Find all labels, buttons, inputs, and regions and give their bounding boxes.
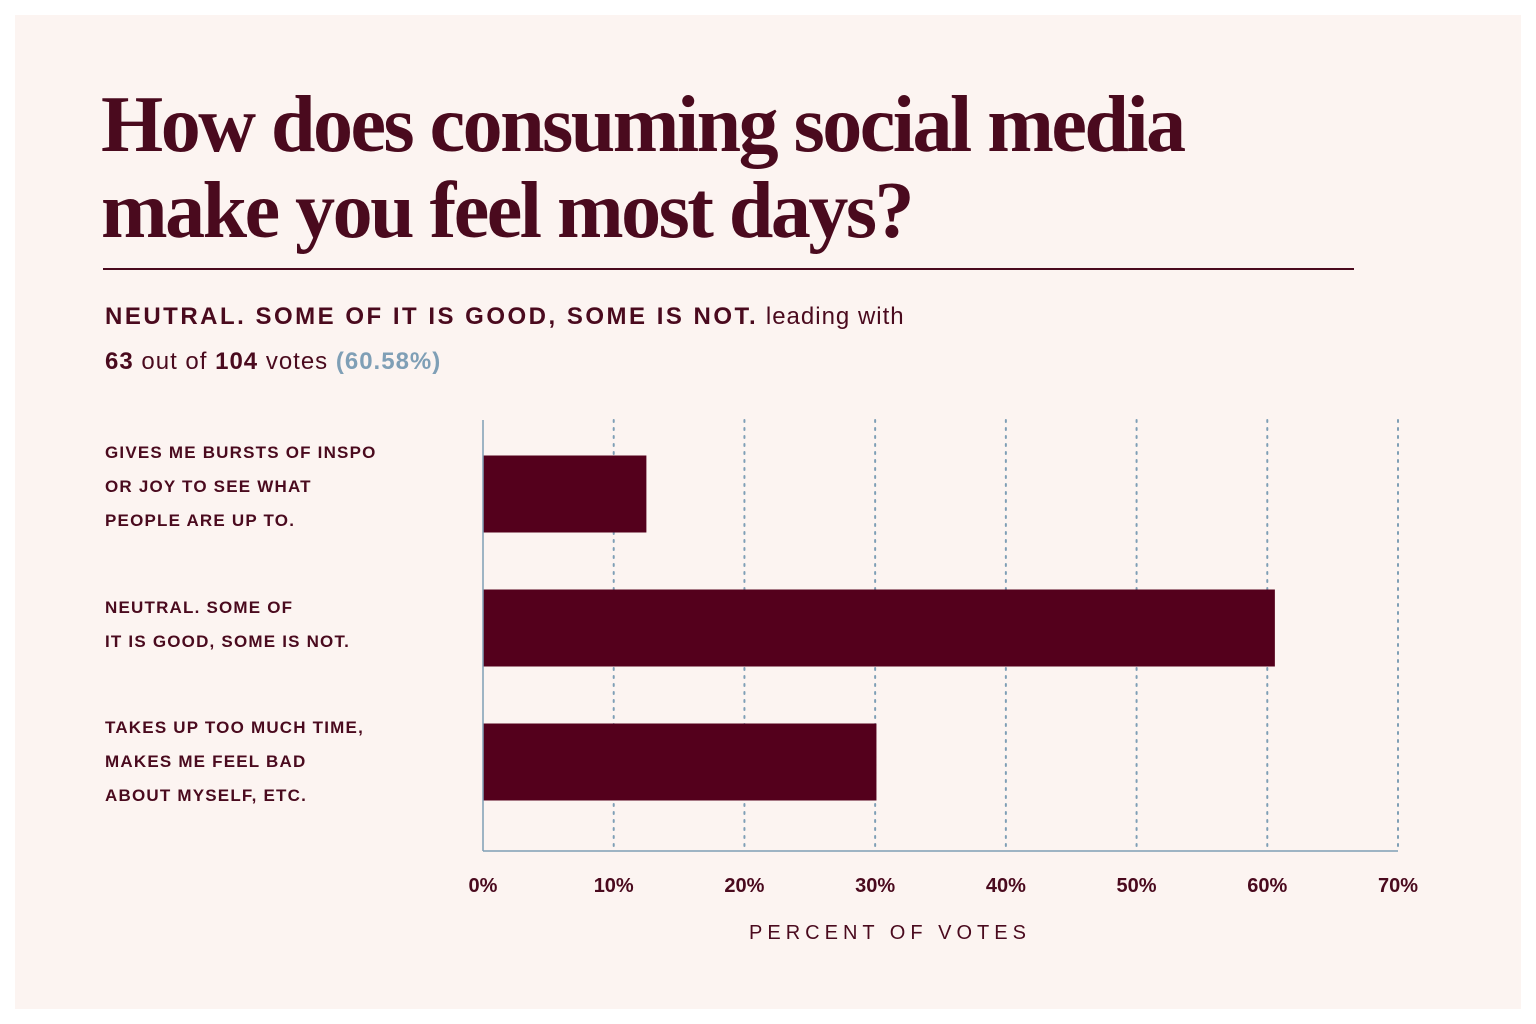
x-axis-title: PERCENT OF VOTES [749, 922, 1031, 944]
category-label-inspo: GIVES ME BURSTS OF INSPO OR JOY TO SEE W… [105, 443, 377, 530]
bar-2 [483, 723, 877, 801]
total-votes: 104 [215, 348, 259, 375]
leading-answer: NEUTRAL. SOME OF IT IS GOOD, SOME IS NOT… [105, 303, 759, 330]
x-tick-label-40: 40% [986, 875, 1026, 897]
title-divider [103, 268, 1354, 270]
x-tick-label-50: 50% [1117, 875, 1157, 897]
x-tick-label-0: 0% [469, 875, 498, 897]
x-tick-labels: 0% 10% 20% 30% 40% 50% 60% 70% [469, 875, 1419, 897]
category-label-neutral: NEUTRAL. SOME OF IT IS GOOD, SOME IS NOT… [105, 598, 351, 651]
votes-text: votes [265, 348, 329, 375]
poll-summary: NEUTRAL. SOME OF IT IS GOOD, SOME IS NOT… [105, 294, 1205, 384]
chart-title: How does consuming social media make you… [101, 81, 1186, 255]
bar-1 [483, 589, 1275, 667]
leading-with-text: leading with [765, 303, 905, 330]
bar-0 [483, 455, 647, 533]
category-label-too-much-time: TAKES UP TOO MUCH TIME, MAKES ME FEEL BA… [105, 718, 365, 805]
x-tick-label-20: 20% [724, 875, 764, 897]
bars [483, 455, 1275, 801]
out-of-text: out of [141, 348, 208, 375]
leading-percent: (60.58%) [335, 348, 442, 375]
x-tick-label-30: 30% [855, 875, 895, 897]
leading-votes: 63 [105, 348, 134, 375]
axes [482, 420, 1398, 852]
x-tick-label-70: 70% [1378, 875, 1418, 897]
chart-card [15, 15, 1521, 1009]
x-tick-label-10: 10% [594, 875, 634, 897]
x-tick-label-60: 60% [1247, 875, 1287, 897]
